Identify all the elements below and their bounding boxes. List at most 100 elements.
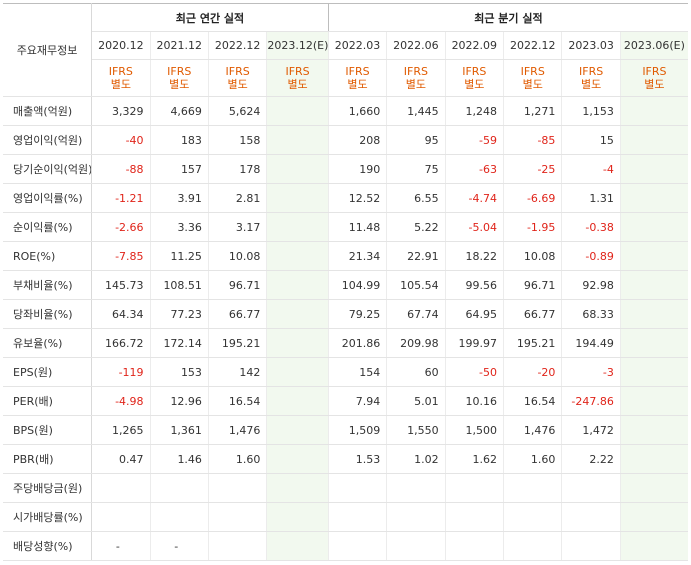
table-cell bbox=[619, 154, 688, 184]
table-cell bbox=[327, 531, 387, 561]
basis-standard: IFRS bbox=[108, 65, 133, 78]
table-cell bbox=[561, 531, 621, 561]
table-cell: 22.91 bbox=[386, 241, 446, 271]
table-cell: -0.89 bbox=[561, 241, 621, 271]
table-cell: 4,669 bbox=[149, 96, 209, 126]
table-cell: -50 bbox=[444, 357, 504, 387]
table-cell: 209.98 bbox=[386, 328, 446, 358]
table-cell: -40 bbox=[91, 125, 151, 155]
table-cell bbox=[266, 241, 329, 271]
table-cell: 68.33 bbox=[561, 299, 621, 329]
table-cell: 92.98 bbox=[561, 270, 621, 300]
table-cell bbox=[619, 531, 688, 561]
table-cell: -119 bbox=[91, 357, 151, 387]
table-cell: -63 bbox=[444, 154, 504, 184]
table-cell bbox=[207, 531, 267, 561]
table-cell bbox=[619, 444, 688, 474]
table-cell: 2.22 bbox=[561, 444, 621, 474]
row-label: 시가배당률(%) bbox=[3, 502, 93, 532]
table-cell: 3,329 bbox=[91, 96, 151, 126]
table-cell: 77.23 bbox=[149, 299, 209, 329]
basis-type: 별도 bbox=[581, 78, 602, 91]
table-cell: -88 bbox=[91, 154, 151, 184]
table-cell: 1.31 bbox=[561, 183, 621, 213]
table-cell: 1,476 bbox=[207, 415, 267, 445]
table-cell: 5,624 bbox=[207, 96, 267, 126]
basis-standard: IFRS bbox=[520, 65, 545, 78]
annual-group-header: 최근 연간 실적 bbox=[91, 3, 329, 32]
table-cell bbox=[386, 473, 446, 503]
table-cell bbox=[619, 241, 688, 271]
table-cell: 1,248 bbox=[444, 96, 504, 126]
table-cell: 12.96 bbox=[149, 386, 209, 416]
table-cell: 172.14 bbox=[149, 328, 209, 358]
table-row: 영업이익(억원) -40 183 158 208 95 -59 -85 15 bbox=[3, 125, 688, 155]
period-header: 2022.12 bbox=[503, 31, 562, 60]
table-cell: -4.74 bbox=[444, 183, 504, 213]
table-cell bbox=[503, 473, 562, 503]
table-cell: 3.36 bbox=[149, 212, 209, 242]
row-label: 유보율(%) bbox=[3, 328, 93, 358]
period-header-estimate: 2023.06(E) bbox=[619, 31, 688, 60]
row-label: 매출액(억원) bbox=[3, 96, 93, 126]
row-label: 당좌비율(%) bbox=[3, 299, 93, 329]
table-cell bbox=[619, 328, 688, 358]
table-cell: -4.98 bbox=[91, 386, 151, 416]
accounting-basis-header: IFRS 별도 bbox=[619, 59, 688, 97]
table-cell: 194.49 bbox=[561, 328, 621, 358]
accounting-basis-header: IFRS 별도 bbox=[444, 59, 504, 97]
table-cell bbox=[619, 502, 688, 532]
row-label: 영업이익률(%) bbox=[3, 183, 93, 213]
basis-standard: IFRS bbox=[462, 65, 487, 78]
table-cell: -247.86 bbox=[561, 386, 621, 416]
table-cell: 99.56 bbox=[444, 270, 504, 300]
period-header: 2022.12 bbox=[207, 31, 267, 60]
table-cell: 79.25 bbox=[327, 299, 387, 329]
table-cell: -4 bbox=[561, 154, 621, 184]
table-cell: 64.34 bbox=[91, 299, 151, 329]
table-cell: 1,153 bbox=[561, 96, 621, 126]
table-cell: 64.95 bbox=[444, 299, 504, 329]
accounting-basis-header: IFRS 별도 bbox=[386, 59, 446, 97]
table-cell bbox=[266, 125, 329, 155]
table-cell: 157 bbox=[149, 154, 209, 184]
accounting-basis-header: IFRS 별도 bbox=[266, 59, 329, 97]
table-cell bbox=[619, 357, 688, 387]
table-cell: 7.94 bbox=[327, 386, 387, 416]
table-cell bbox=[266, 183, 329, 213]
table-cell: 190 bbox=[327, 154, 387, 184]
table-cell: 1,550 bbox=[386, 415, 446, 445]
table-cell bbox=[327, 473, 387, 503]
table-cell: 6.55 bbox=[386, 183, 446, 213]
table-row: 부채비율(%) 145.73 108.51 96.71 104.99 105.54 99.5… bbox=[3, 270, 688, 300]
table-cell bbox=[266, 531, 329, 561]
basis-type: 별도 bbox=[347, 78, 368, 91]
table-cell: 105.54 bbox=[386, 270, 446, 300]
table-cell: 75 bbox=[386, 154, 446, 184]
table-cell: 12.52 bbox=[327, 183, 387, 213]
row-label: 당기순이익(억원) bbox=[3, 154, 93, 184]
row-label: PBR(배) bbox=[3, 444, 93, 474]
table-cell bbox=[386, 502, 446, 532]
table-cell: 1,445 bbox=[386, 96, 446, 126]
table-cell: 96.71 bbox=[503, 270, 562, 300]
basis-type: 별도 bbox=[464, 78, 485, 91]
table-row: 매출액(억원) 3,329 4,669 5,624 1,660 1,445 1,248 1,2… bbox=[3, 96, 688, 126]
table-cell bbox=[619, 183, 688, 213]
table-cell bbox=[266, 415, 329, 445]
table-cell: 21.34 bbox=[327, 241, 387, 271]
table-cell bbox=[266, 357, 329, 387]
table-cell: 11.48 bbox=[327, 212, 387, 242]
table-cell: 199.97 bbox=[444, 328, 504, 358]
row-label: 배당성향(%) bbox=[3, 531, 93, 561]
table-cell bbox=[386, 531, 446, 561]
table-cell: 154 bbox=[327, 357, 387, 387]
table-row: 영업이익률(%) -1.21 3.91 2.81 12.52 6.55 -4.74 -6.69… bbox=[3, 183, 688, 213]
basis-standard: IFRS bbox=[225, 65, 250, 78]
table-cell: 15 bbox=[561, 125, 621, 155]
basis-standard: IFRS bbox=[167, 65, 192, 78]
accounting-basis-header: IFRS 별도 bbox=[149, 59, 209, 97]
table-cell bbox=[91, 473, 151, 503]
table-cell: 5.01 bbox=[386, 386, 446, 416]
table-cell bbox=[91, 502, 151, 532]
